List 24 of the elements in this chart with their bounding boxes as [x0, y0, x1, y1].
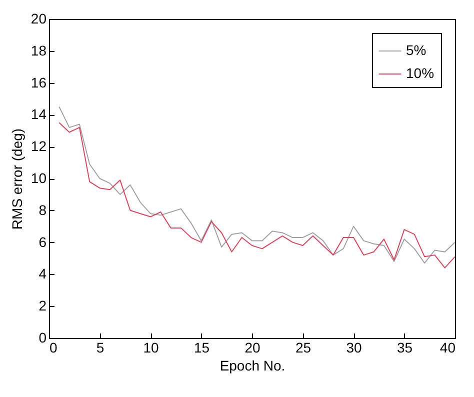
y-tick-label: 2 — [38, 298, 47, 314]
x-tick-label: 0 — [50, 340, 58, 356]
y-tick-label: 8 — [38, 202, 47, 218]
y-tick-label: 16 — [30, 74, 47, 90]
y-tick-label: 12 — [30, 138, 47, 154]
y-tick-label: 20 — [30, 10, 47, 26]
y-tick-label: 0 — [38, 330, 47, 346]
y-tick-label: 4 — [38, 266, 47, 282]
x-tick-label: 20 — [244, 340, 260, 356]
y-tick-label: 18 — [30, 42, 47, 58]
x-tick-label: 15 — [194, 340, 210, 356]
x-tick-label: 40 — [440, 340, 456, 356]
x-tick-label: 30 — [346, 340, 362, 356]
y-tick-label: 6 — [38, 234, 47, 250]
x-tick-label: 5 — [96, 340, 104, 356]
y-tick-label: 10 — [30, 170, 47, 186]
x-tick-label: 25 — [295, 340, 312, 356]
legend-label: 10% — [406, 65, 434, 81]
legend-label: 5% — [406, 42, 426, 58]
x-tick-label: 10 — [143, 340, 159, 356]
x-axis-title: Epoch No. — [220, 358, 286, 374]
x-tick-label: 35 — [396, 340, 413, 356]
y-axis-title: RMS error (deg) — [8, 128, 25, 230]
y-tick-label: 14 — [30, 106, 47, 122]
